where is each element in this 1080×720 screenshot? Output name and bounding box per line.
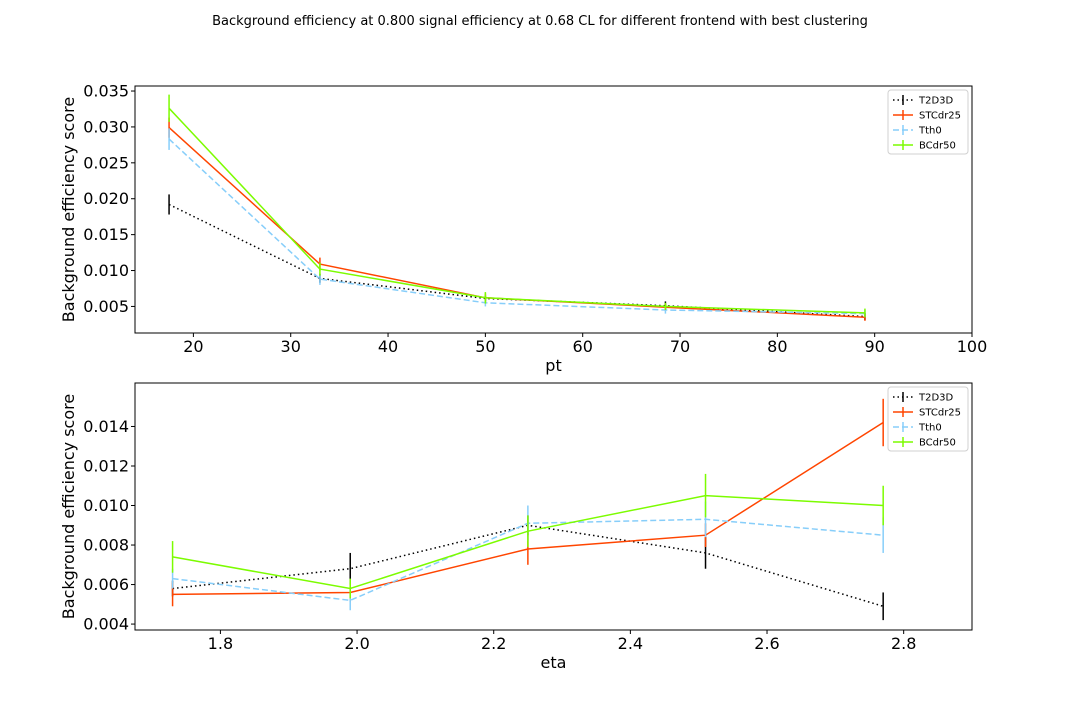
- x-tick-label: 20: [183, 337, 203, 356]
- x-tick-label: 60: [573, 337, 593, 356]
- panel-eta: 1.8 2.0 2.2 2.4 2.6 2.8 0.004 0.006 0.008 0.010 0.…: [59, 382, 973, 672]
- legend-box: [887, 386, 969, 452]
- y-tick-label: 0.004: [83, 615, 129, 634]
- series-line-bcdr50: [168, 107, 865, 314]
- y-tick-label: 0.010: [83, 261, 129, 280]
- x-tick-label: 2.0: [344, 634, 369, 653]
- x-tick-label: 1.8: [208, 634, 233, 653]
- legend-label: BCdr50: [919, 438, 956, 449]
- series-bcdr50: [171, 473, 884, 599]
- y-axis-label: Background efficiency score: [59, 394, 78, 619]
- x-tick-label: 90: [864, 337, 884, 356]
- legend-label: T2D3D: [918, 96, 954, 107]
- x-tick-label: 40: [378, 337, 398, 356]
- legend: T2D3D STCdr25 Tth0 BCdr50: [887, 89, 969, 155]
- legend-label: STCdr25: [919, 111, 961, 122]
- x-axis-label: pt: [545, 356, 561, 375]
- x-tick-label: 100: [957, 337, 988, 356]
- legend-label: BCdr50: [919, 141, 956, 152]
- legend-label: Tth0: [918, 423, 942, 434]
- y-tick-label: 0.006: [83, 575, 129, 594]
- x-tick-label: 2.2: [481, 634, 506, 653]
- y-tick-label: 0.010: [83, 496, 129, 515]
- y-tick-label: 0.014: [83, 417, 129, 436]
- legend-label: T2D3D: [918, 393, 954, 404]
- series-line-stcdr25: [168, 127, 865, 318]
- series-line-t2d3d: [172, 524, 884, 608]
- panel-pt: 20 30 40 50 60 70 80 90 100 0.005 0.010 0.015 0.020 0…: [59, 82, 987, 375]
- x-tick-label: 30: [281, 337, 301, 356]
- x-axis-label: eta: [541, 653, 567, 672]
- y-tick-label: 0.005: [83, 297, 129, 316]
- y-tick-label: 0.012: [83, 456, 129, 475]
- series-t2d3d: [168, 194, 866, 321]
- series-bcdr50: [168, 94, 866, 318]
- axes-frame: [134, 382, 973, 631]
- y-tick-label: 0.020: [83, 189, 129, 208]
- y-tick-label: 0.008: [83, 536, 129, 555]
- y-tick-label: 0.035: [83, 82, 129, 101]
- figure-title: Background efficiency at 0.800 signal ef…: [212, 14, 868, 29]
- x-tick-label: 80: [767, 337, 787, 356]
- axes-frame: [134, 85, 973, 334]
- series-line-tth0: [168, 138, 865, 315]
- y-tick-label: 0.015: [83, 225, 129, 244]
- x-tick-label: 70: [670, 337, 690, 356]
- x-tick-label: 2.4: [618, 634, 643, 653]
- x-tick-label: 2.8: [891, 634, 916, 653]
- legend-label: Tth0: [918, 126, 942, 137]
- x-tick-label: 2.6: [754, 634, 779, 653]
- legend: T2D3D STCdr25 Tth0 BCdr50: [887, 386, 969, 452]
- y-tick-label: 0.025: [83, 153, 129, 172]
- x-tick-label: 50: [475, 337, 495, 356]
- y-tick-label: 0.030: [83, 117, 129, 136]
- legend-label: STCdr25: [919, 408, 961, 419]
- y-axis-label: Background efficiency score: [59, 97, 78, 322]
- legend-box: [887, 89, 969, 155]
